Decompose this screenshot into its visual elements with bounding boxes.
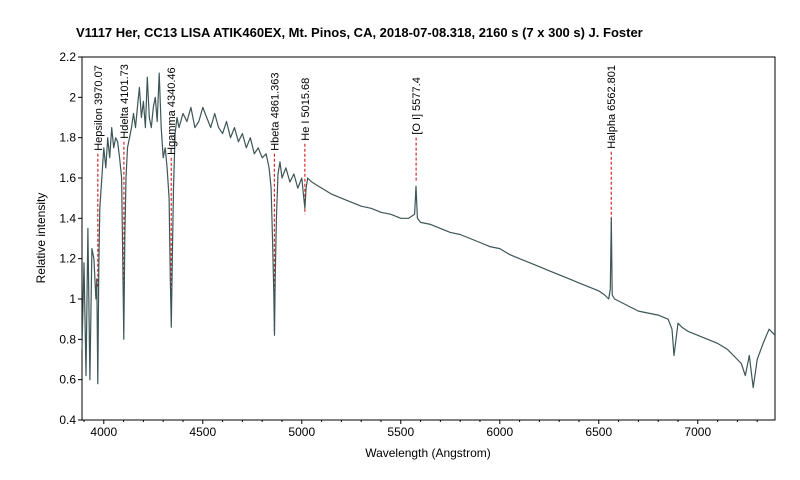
x-axis-ticks: 4000 4500 5000 5500 6000 6500 7000 — [83, 420, 758, 439]
spectrum-line — [81, 72, 776, 389]
y-tick-label: 2 — [69, 90, 76, 104]
spectral-marker-label: Hgamma 4340.46 — [166, 67, 178, 154]
spectral-marker-label: Hdelta 4101.73 — [119, 64, 131, 139]
spectral-marker-label: Hbeta 4861.363 — [269, 73, 281, 151]
y-tick-label: 1.4 — [59, 211, 76, 225]
y-tick-label: 1.2 — [59, 252, 76, 266]
spectral-marker-labels: Hepsilon 3970.07 Hdelta 4101.73 Hgamma 434… — [93, 64, 618, 155]
x-axis-label: Wavelength (Angstrom) — [365, 446, 491, 460]
chart-title: V1117 Her, CC13 LISA ATIK460EX, Mt. Pino… — [76, 25, 643, 40]
spectral-marker-label: Halpha 6562.801 — [606, 65, 618, 149]
y-axis-label: Relative intensity — [34, 193, 48, 284]
x-tick-label: 5000 — [288, 425, 315, 439]
y-tick-label: 0.4 — [59, 413, 76, 427]
plot-frame — [81, 56, 776, 421]
y-tick-label: 2.2 — [59, 50, 76, 64]
y-tick-label: 0.8 — [59, 332, 76, 346]
x-tick-label: 4500 — [189, 425, 216, 439]
x-tick-label: 7000 — [684, 425, 711, 439]
x-tick-label: 6500 — [585, 425, 612, 439]
y-tick-label: 0.6 — [59, 373, 76, 387]
spectral-marker-label: Hepsilon 3970.07 — [93, 65, 105, 151]
y-axis-ticks: 0.4 0.6 0.8 1 1.2 1.4 1.6 1.8 2 2.2 — [59, 50, 82, 427]
x-tick-label: 4000 — [90, 425, 117, 439]
spectral-marker-label: [O I] 5577.4 — [411, 77, 423, 134]
x-tick-label: 6000 — [486, 425, 513, 439]
y-tick-label: 1.8 — [59, 131, 76, 145]
plot-area: Hepsilon 3970.07 Hdelta 4101.73 Hgamma 434… — [81, 56, 776, 421]
x-tick-label: 5500 — [387, 425, 414, 439]
y-tick-label: 1 — [69, 292, 76, 306]
y-tick-label: 1.6 — [59, 171, 76, 185]
spectral-marker-label: He I 5015.68 — [300, 78, 312, 141]
